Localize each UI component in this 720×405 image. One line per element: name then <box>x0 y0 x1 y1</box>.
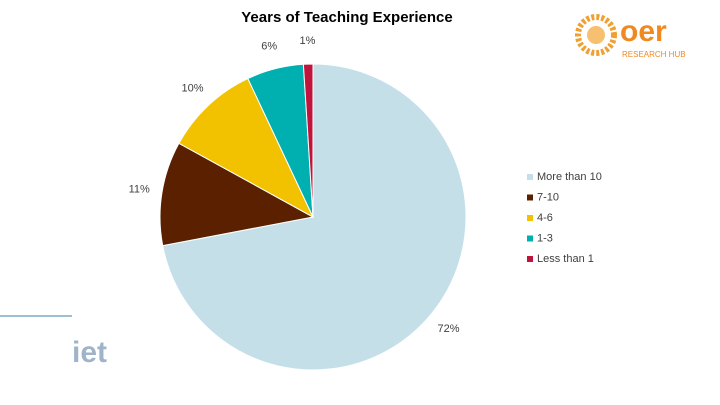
legend-swatch <box>527 235 533 242</box>
legend-label: 4-6 <box>537 212 553 224</box>
logo-subtitle: RESEARCH HUB <box>622 50 686 59</box>
legend-swatch <box>527 215 533 221</box>
iet-logo: iet <box>72 336 107 369</box>
pie-slice <box>162 63 467 371</box>
pie: 72% 11% 10% 6% 1% <box>129 35 467 371</box>
data-label: 1% <box>300 35 316 47</box>
pie-slice <box>302 63 314 218</box>
legend-label: 1-3 <box>537 232 553 244</box>
data-label: 11% <box>129 183 150 195</box>
legend-swatch <box>527 256 533 262</box>
oer-logo: oer RESEARCH HUB <box>575 14 686 59</box>
legend-label: 7-10 <box>537 191 559 203</box>
legend-label: More than 10 <box>537 171 602 183</box>
pie-slice <box>159 142 315 247</box>
legend-label: Less than 1 <box>537 253 594 265</box>
logo-center <box>587 26 605 44</box>
legend: More than 10 7-10 4-6 1-3 Less than 1 <box>527 171 602 265</box>
pie-slice <box>178 77 315 219</box>
logo-sunburst <box>575 14 617 56</box>
logo-text: oer <box>620 15 667 48</box>
data-label: 6% <box>261 40 277 52</box>
data-label: 72% <box>438 323 460 335</box>
chart-title: Years of Teaching Experience <box>241 9 452 26</box>
legend-swatch <box>527 194 533 201</box>
data-label: 10% <box>182 83 204 95</box>
legend-swatch <box>527 174 533 180</box>
